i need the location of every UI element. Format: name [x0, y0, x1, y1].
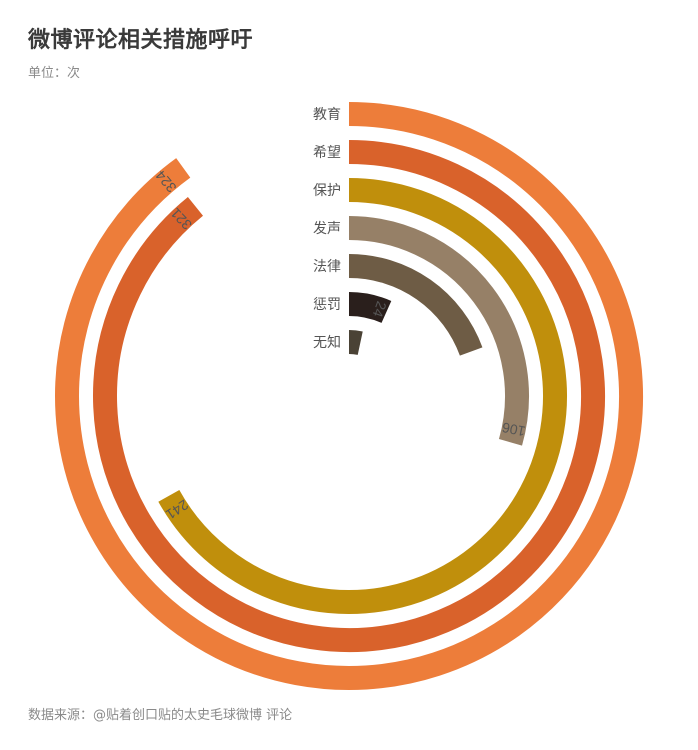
radial-bar-教育	[55, 102, 643, 690]
chart-unit-label: 单位：次	[28, 66, 81, 81]
value-label-发声: 106	[500, 419, 526, 439]
bars-layer	[55, 102, 643, 690]
category-label-惩罚: 惩罚	[313, 296, 341, 312]
category-label-无知: 无知	[313, 334, 341, 350]
value-label-惩罚: 24	[369, 299, 389, 319]
category-label-希望: 希望	[313, 144, 341, 160]
category-label-教育: 教育	[313, 106, 341, 122]
radial-bar-发声	[348, 216, 529, 446]
data-source-note: 数据来源：@贴着创口贴的太史毛球微博 评论	[28, 708, 293, 723]
category-label-保护: 保护	[313, 182, 341, 198]
radial-bar-惩罚	[348, 292, 392, 324]
category-label-发声: 发声	[313, 220, 341, 236]
radial-bar-无知	[348, 330, 363, 355]
radial-bar-保护	[158, 178, 567, 614]
category-label-法律: 法律	[313, 258, 341, 274]
radial-bar-希望	[93, 140, 605, 652]
chart-title: 微博评论相关措施呼吁	[28, 28, 254, 53]
radial-bar-法律	[348, 254, 483, 356]
